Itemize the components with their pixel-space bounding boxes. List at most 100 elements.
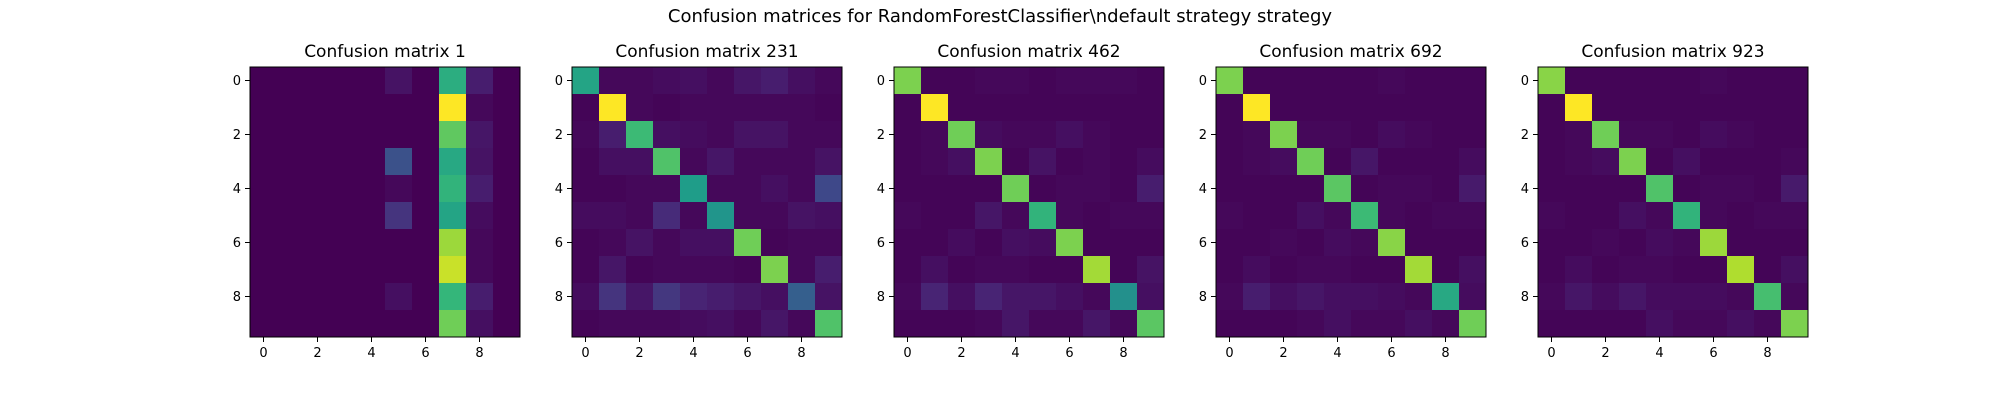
heatmap-cell [1137,175,1165,203]
heatmap-cell [1781,202,1809,230]
axes-frame [893,66,1165,338]
heatmap-cell [788,310,816,338]
heatmap-cell [1324,67,1352,95]
heatmap-cell [815,256,843,284]
heatmap-cell [1110,229,1138,257]
heatmap-cell [1324,175,1352,203]
heatmap-cell [975,148,1003,176]
heatmap-cell [1754,121,1782,149]
heatmap-cell [1619,121,1647,149]
heatmap-cell [815,229,843,257]
heatmap-cell [921,175,949,203]
heatmap-cell [466,94,494,122]
heatmap-panel-3: Confusion matrix 462 0 2 4 6 8 0 2 4 6 8 [877,42,1165,361]
heatmap-cell [815,283,843,311]
heatmap-cell [1378,175,1406,203]
heatmap-cell [572,94,600,122]
heatmap-cell [385,202,413,230]
heatmap-cell [788,175,816,203]
heatmap-cell [707,229,735,257]
heatmap-cell [1137,202,1165,230]
heatmap-cell [1673,229,1701,257]
heatmap-cell [1565,121,1593,149]
heatmap-cell [653,175,681,203]
axes-frame [571,66,843,338]
heatmap-cell [412,283,440,311]
heatmap-cell [1110,67,1138,95]
heatmap-cell [1619,310,1647,338]
heatmap-cell [894,202,922,230]
heatmap-cell [1243,67,1271,95]
axes-frame [249,66,521,338]
heatmap-cell [1297,202,1325,230]
heatmap-cell [466,310,494,338]
heatmap-cell [1002,229,1030,257]
heatmap-cell [1083,202,1111,230]
heatmap-cell [1432,310,1460,338]
heatmap-cell [788,202,816,230]
heatmap-cell [1754,148,1782,176]
heatmap-cell [493,67,521,95]
x-tick-label: 0 [259,346,267,361]
heatmap-cell [1378,94,1406,122]
x-tick-label: 2 [1279,346,1287,361]
heatmap-cell [1538,148,1566,176]
y-tick-label: 6 [233,236,241,251]
heatmap-cell [1243,94,1271,122]
heatmap-cell [412,94,440,122]
heatmap-cell [466,121,494,149]
heatmap-cell [277,175,305,203]
heatmap-cell [599,121,627,149]
heatmap-cell [385,121,413,149]
heatmap-cell [412,67,440,95]
heatmap-cell [331,94,359,122]
heatmap-cell [572,175,600,203]
heatmap-cell [1137,283,1165,311]
heatmap-cell [1297,175,1325,203]
heatmap-cell [1781,148,1809,176]
heatmap-cell [1029,256,1057,284]
y-tick-label: 4 [555,182,563,197]
heatmap-cell [680,121,708,149]
heatmap-cell [1137,121,1165,149]
heatmap-cell [1351,67,1379,95]
heatmap-cell [1056,148,1084,176]
heatmap-cell [1592,310,1620,338]
heatmap-cell [1459,202,1487,230]
heatmap-cell [1378,121,1406,149]
heatmap-cell [412,148,440,176]
heatmap-cell [439,256,467,284]
heatmap-cell [1378,283,1406,311]
heatmap-cell [250,67,278,95]
heatmap-cell [1754,67,1782,95]
heatmap-cell [707,310,735,338]
heatmap-cell [1646,283,1674,311]
heatmap-cell [707,202,735,230]
heatmap-cell [1297,121,1325,149]
heatmap-cell [385,229,413,257]
x-tick-label: 6 [1709,346,1717,361]
heatmap-cell [358,202,386,230]
heatmap-cell [1216,283,1244,311]
heatmap-cell [385,283,413,311]
heatmap-cell [1700,94,1728,122]
y-tick-label: 4 [1521,182,1529,197]
x-tick-label: 8 [1763,346,1771,361]
heatmap-cell [921,283,949,311]
heatmap-cell [653,94,681,122]
heatmap-cell [1002,94,1030,122]
heatmap-cell [1324,148,1352,176]
heatmap-cell [1324,256,1352,284]
heatmap-cell [1351,202,1379,230]
heatmap-cell [1432,283,1460,311]
heatmap-cell [1459,283,1487,311]
heatmap-cell [1056,229,1084,257]
heatmap-cell [493,175,521,203]
heatmap-cell [734,256,762,284]
heatmap-cell [680,229,708,257]
heatmap-cell [680,94,708,122]
heatmap-cell [975,67,1003,95]
heatmap-title: Confusion matrix 692 [1259,42,1442,62]
x-tick-label: 4 [1011,346,1019,361]
y-tick-label: 0 [877,74,885,89]
